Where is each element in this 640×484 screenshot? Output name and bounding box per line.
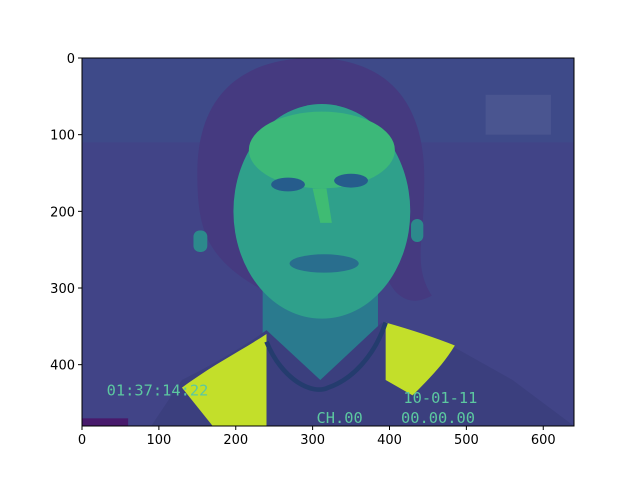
x-tick-label: 100 [146,433,171,448]
overlay-text: 01:37:14:22 [107,381,209,399]
x-tick-label: 500 [454,433,479,448]
x-tick-label: 600 [531,433,556,448]
x-tick-label: 300 [300,433,325,448]
corner-band [82,418,129,427]
image: 01:37:14:22 CH.00 10-01-11 00.00.00 [82,58,574,427]
x-tick-label: 200 [223,433,248,448]
mouth [289,254,359,273]
x-tick-label: 0 [78,433,86,448]
ear-right [411,219,424,243]
y-tick-label: 0 [67,52,75,67]
necklace [264,321,388,392]
overlay-text: 10-01-11 [403,389,477,407]
ear-left [193,230,208,252]
nose [312,188,332,223]
eye-right [334,173,368,188]
eye-left [271,177,305,192]
y-tick-label: 100 [50,129,75,144]
axes-frame [81,57,575,427]
x-tick-label: 400 [377,433,402,448]
overlay-text: 00.00.00 [401,409,475,427]
forehead [248,111,395,189]
y-tick-label: 300 [50,282,75,297]
collar-left [181,334,267,427]
wall-panel [485,94,551,135]
y-tick-label: 400 [50,359,75,374]
overlay-text: CH.00 [316,409,362,427]
collar-right [385,322,455,396]
y-tick-label: 200 [50,205,75,220]
